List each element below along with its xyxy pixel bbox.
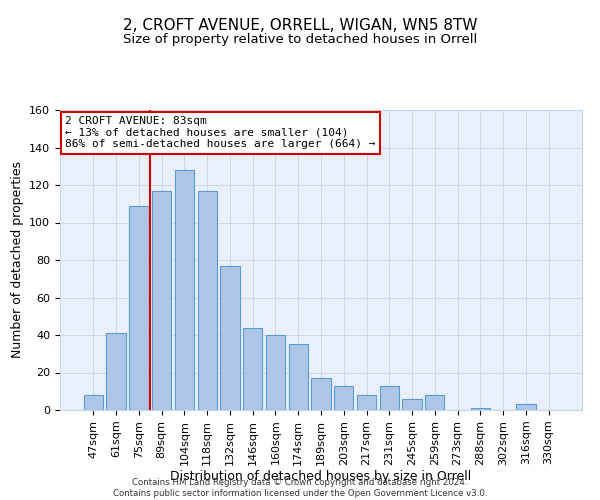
Text: 2, CROFT AVENUE, ORRELL, WIGAN, WN5 8TW: 2, CROFT AVENUE, ORRELL, WIGAN, WN5 8TW: [123, 18, 477, 32]
Bar: [175, 170, 194, 410]
Bar: [220, 266, 239, 410]
Text: 2 CROFT AVENUE: 83sqm
← 13% of detached houses are smaller (104)
86% of semi-det: 2 CROFT AVENUE: 83sqm ← 13% of detached …: [65, 116, 376, 149]
Bar: [516, 404, 536, 410]
Bar: [266, 335, 285, 410]
Text: Size of property relative to detached houses in Orrell: Size of property relative to detached ho…: [123, 32, 477, 46]
Bar: [197, 190, 217, 410]
Bar: [403, 399, 422, 410]
Bar: [84, 395, 103, 410]
Bar: [425, 395, 445, 410]
Bar: [152, 190, 172, 410]
X-axis label: Distribution of detached houses by size in Orrell: Distribution of detached houses by size …: [170, 470, 472, 484]
Bar: [380, 386, 399, 410]
Bar: [470, 408, 490, 410]
Bar: [129, 206, 149, 410]
Bar: [357, 395, 376, 410]
Bar: [311, 378, 331, 410]
Bar: [106, 333, 126, 410]
Y-axis label: Number of detached properties: Number of detached properties: [11, 162, 23, 358]
Bar: [289, 344, 308, 410]
Bar: [243, 328, 262, 410]
Text: Contains HM Land Registry data © Crown copyright and database right 2024.
Contai: Contains HM Land Registry data © Crown c…: [113, 478, 487, 498]
Bar: [334, 386, 353, 410]
